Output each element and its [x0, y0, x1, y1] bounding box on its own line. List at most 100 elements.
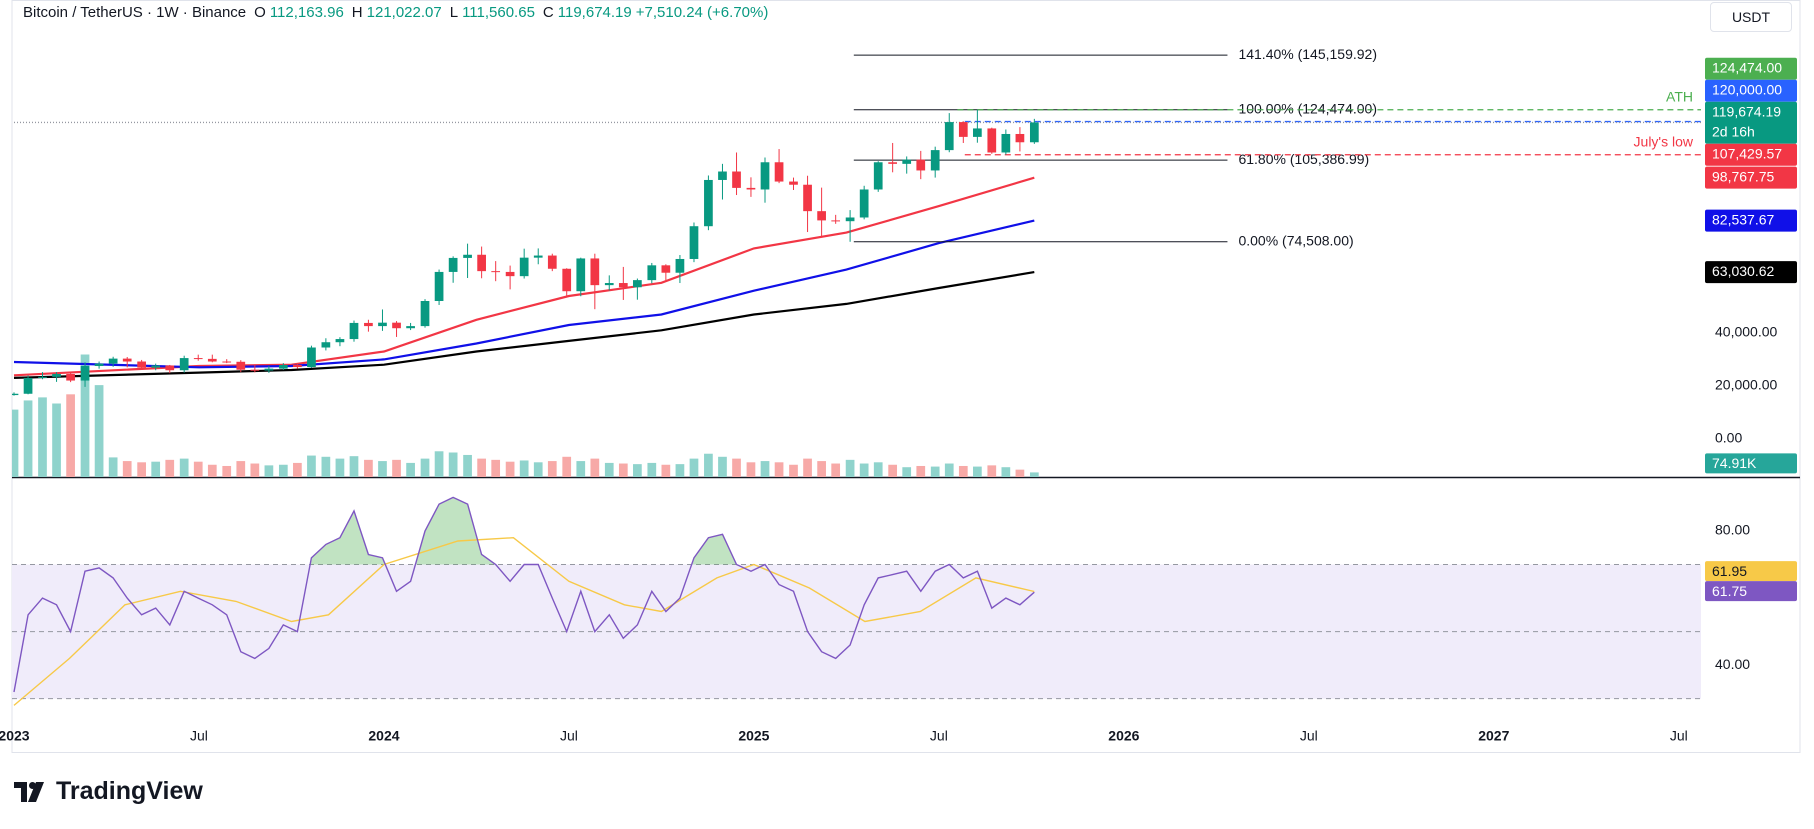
candle-body: [293, 364, 302, 368]
volume-bar: [789, 464, 798, 477]
volume-bar: [278, 464, 288, 477]
ohlc-value: 111,560.65: [462, 4, 535, 21]
candle-body: [817, 211, 826, 221]
price-badge: [1705, 581, 1797, 602]
volume-bar: [732, 458, 741, 477]
volume-bar: [973, 466, 982, 477]
candle-body: [746, 187, 756, 190]
candle-body: [463, 254, 472, 258]
fib-level-label: 141.40% (145,159.92): [1238, 46, 1377, 62]
price-badge-label: 61.95: [1712, 563, 1747, 579]
price-badge-label: 124,474.00: [1712, 59, 1782, 75]
candle-body: [604, 283, 614, 286]
x-tick-label: 2025: [738, 728, 769, 744]
x-tick-label: Jul: [1670, 728, 1688, 744]
ohlc-name: O: [254, 4, 266, 21]
volume-bar: [533, 462, 543, 477]
price-level-label: ATH: [1666, 88, 1693, 104]
y-tick-label: 80.00: [1715, 522, 1750, 538]
candle-body: [165, 365, 175, 371]
candle-body: [250, 369, 260, 371]
candle-body: [902, 159, 912, 164]
candle-body: [944, 122, 954, 151]
volume-bar: [349, 456, 359, 477]
volume-bar: [547, 461, 557, 477]
volume-bar: [52, 403, 61, 477]
volume-bar: [94, 385, 104, 477]
price-badge-label: 82,537.67: [1712, 211, 1774, 227]
candle-body: [1001, 133, 1011, 153]
volume-bar: [108, 457, 118, 477]
candle-body: [335, 339, 345, 343]
candle-body: [930, 150, 940, 171]
volume-bar: [888, 464, 898, 477]
candle-body: [618, 283, 628, 288]
volume-bar: [604, 462, 614, 477]
candle-body: [774, 162, 784, 182]
price-badge-label: 98,767.75: [1712, 168, 1774, 184]
candle-body: [307, 347, 316, 368]
candle-body: [193, 358, 203, 360]
brand-logo: TradingView: [14, 777, 203, 806]
candle-body: [590, 258, 600, 286]
candle-body: [434, 271, 444, 301]
volume-bar: [406, 462, 415, 477]
volume-bar: [774, 462, 784, 477]
price-badge: [1705, 209, 1797, 232]
volume-bar: [434, 451, 444, 477]
candle-body: [264, 368, 274, 371]
volume-bar: [250, 463, 260, 477]
plot-area: 141.40% (145,159.92) 100.00% (124,474.00)…: [12, 46, 1701, 706]
rsi-ma-line: [13, 536, 1035, 706]
candle-body: [845, 217, 855, 222]
volume-bar: [293, 462, 302, 477]
volume-bar: [80, 354, 90, 477]
volume-bar: [675, 464, 685, 477]
candle-body: [633, 280, 642, 288]
volume-bar: [647, 462, 657, 477]
candle-body: [477, 254, 486, 272]
volume-bar: [392, 459, 401, 477]
candle-body: [151, 365, 161, 368]
currency-button[interactable]: USDT: [1710, 2, 1792, 32]
candle-body: [689, 226, 699, 259]
candle-body: [718, 171, 727, 180]
price-badge: [1705, 561, 1797, 582]
x-tick-label: Jul: [190, 728, 208, 744]
brand-name: TradingView: [56, 777, 203, 805]
moving-average-line: [13, 271, 1035, 379]
price-badge: [1705, 143, 1797, 166]
price-badge-label: 120,000.00: [1712, 81, 1782, 97]
volume-bar: [491, 459, 501, 477]
volume-bar: [505, 461, 515, 477]
candle-body: [760, 162, 770, 190]
volume-bar: [718, 456, 727, 477]
candle-body: [23, 377, 33, 394]
volume-bar: [23, 400, 33, 477]
price-axis: 0.0020,000.0040,000.00140,000.00124,474.…: [1705, 57, 1797, 672]
fib-level-label: 0.00% (74,508.00): [1238, 232, 1353, 248]
candle-body: [278, 364, 288, 369]
candle-body: [789, 181, 798, 185]
candle-body: [137, 361, 146, 368]
volume-bar: [321, 456, 331, 477]
volume-bar: [122, 461, 132, 477]
volume-bar: [151, 461, 161, 477]
volume-bar: [873, 462, 883, 477]
x-tick-label: Jul: [1300, 728, 1318, 744]
candle-body: [364, 322, 373, 327]
volume-bar: [207, 464, 217, 477]
x-tick-label: 2026: [1108, 728, 1139, 744]
volume-bar: [930, 466, 940, 477]
volume-bar: [760, 461, 770, 477]
candle-body: [122, 358, 132, 362]
candle-body: [80, 366, 90, 381]
candle-body: [831, 220, 841, 222]
chart-frame: [11, 0, 1801, 753]
ohlc-value: 121,022.07: [366, 4, 442, 21]
fib-level-label: 100.00% (124,474.00): [1238, 100, 1377, 116]
price-badge: [1705, 79, 1797, 102]
candle-body: [916, 159, 926, 171]
ohlc-value: 112,163.96: [269, 4, 344, 21]
